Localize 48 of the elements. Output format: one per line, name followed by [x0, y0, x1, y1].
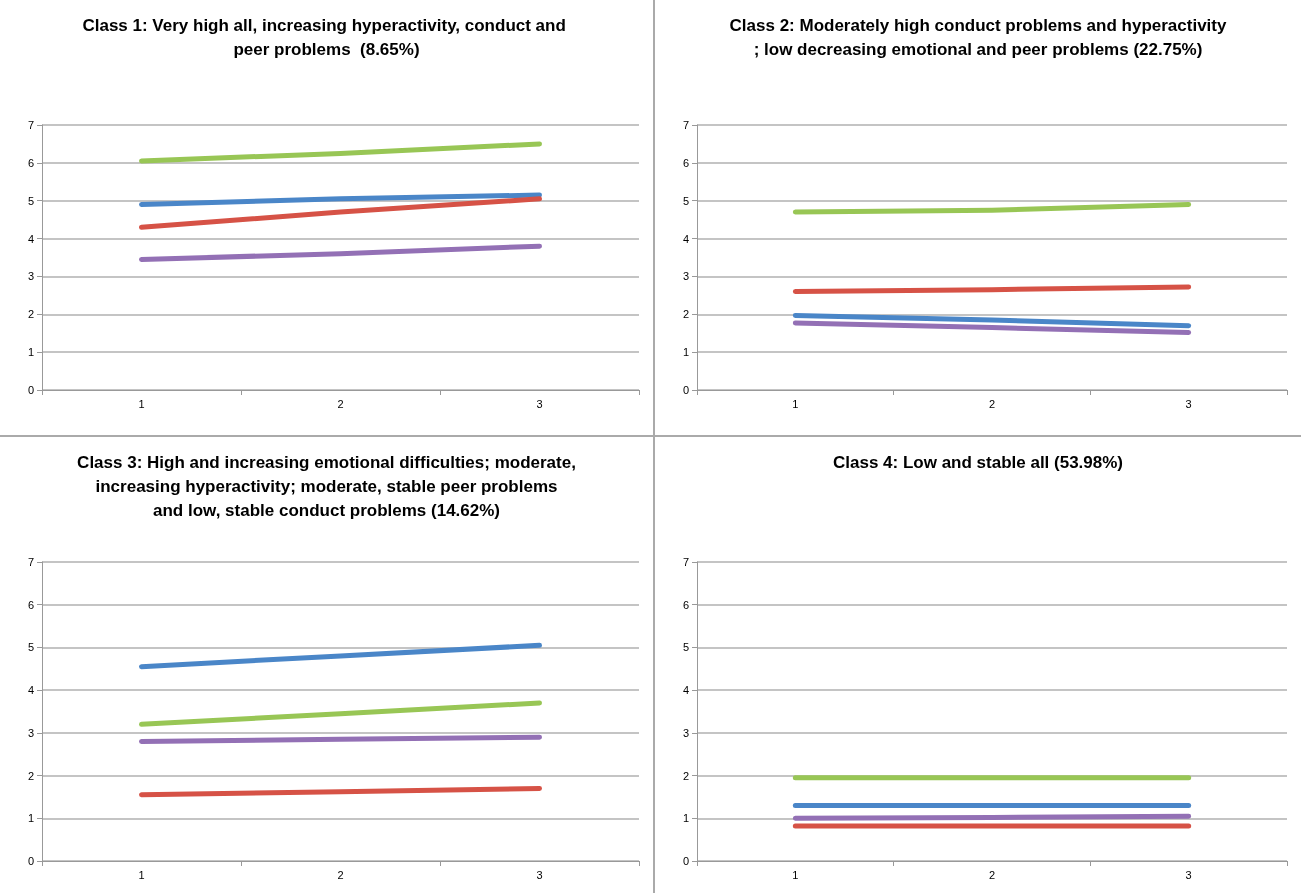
y-tick-label: 2 [682, 769, 689, 782]
y-tick-label: 7 [682, 556, 689, 568]
y-tick-label: 6 [682, 156, 689, 169]
y-tick-label: 5 [682, 194, 689, 207]
y-tick-label: 3 [27, 726, 34, 739]
chart-title: Class 1: Very high all, increasing hyperactivity, conduct and peer problems (8.65%) [82, 15, 571, 59]
y-tick-label: 0 [682, 855, 689, 867]
y-tick-label: 5 [27, 194, 34, 207]
y-tick-label: 4 [682, 684, 689, 697]
y-tick-label: 4 [27, 684, 34, 697]
y-tick-label: 3 [682, 270, 689, 283]
x-tick-label: 2 [988, 397, 996, 410]
y-tick-label: 1 [27, 812, 34, 825]
y-tick-label: 4 [27, 232, 34, 245]
y-tick-label: 7 [27, 119, 34, 131]
x-tick-label: 3 [1185, 397, 1192, 410]
x-tick-label: 3 [536, 397, 543, 410]
x-tick-label: 1 [792, 868, 799, 881]
chart-title: Class 3: High and increasing emotional difficulties; moderate, increasing hyperactivity; moderate, stable peer problems and low, stable conduct problems (14.62%) [77, 452, 576, 520]
chart-title: Class 2: Moderately high conduct problems and hyperactivity; low decreasing emotional and peer problems (22.75%) [729, 15, 1227, 59]
y-tick-label: 0 [27, 855, 34, 867]
x-tick-label: 2 [337, 397, 344, 410]
y-tick-label: 5 [27, 641, 34, 654]
x-tick-label: 1 [138, 397, 145, 410]
y-tick-label: 1 [27, 346, 34, 359]
y-tick-label: 6 [27, 598, 34, 611]
y-tick-label: 5 [682, 641, 689, 654]
chart-title: Class 4: Low and stable all (53.98%) [832, 452, 1124, 472]
y-tick-label: 4 [682, 232, 689, 245]
x-tick-label: 2 [988, 868, 996, 881]
x-tick-label: 3 [1185, 868, 1192, 881]
y-tick-label: 3 [27, 270, 34, 283]
y-tick-label: 6 [27, 156, 34, 169]
y-tick-label: 2 [27, 308, 34, 321]
y-tick-label: 7 [682, 119, 689, 131]
y-tick-label: 0 [682, 384, 689, 396]
x-tick-label: 1 [138, 868, 145, 881]
y-tick-label: 7 [27, 556, 34, 568]
x-tick-label: 2 [337, 868, 344, 881]
y-tick-label: 1 [682, 812, 689, 825]
y-tick-label: 2 [27, 769, 34, 782]
x-tick-label: 1 [792, 397, 799, 410]
y-tick-label: 0 [27, 384, 34, 396]
y-tick-label: 1 [682, 346, 689, 359]
y-tick-label: 2 [682, 308, 689, 321]
y-tick-label: 3 [682, 726, 689, 739]
y-tick-label: 6 [682, 598, 689, 611]
x-tick-label: 3 [536, 868, 543, 881]
